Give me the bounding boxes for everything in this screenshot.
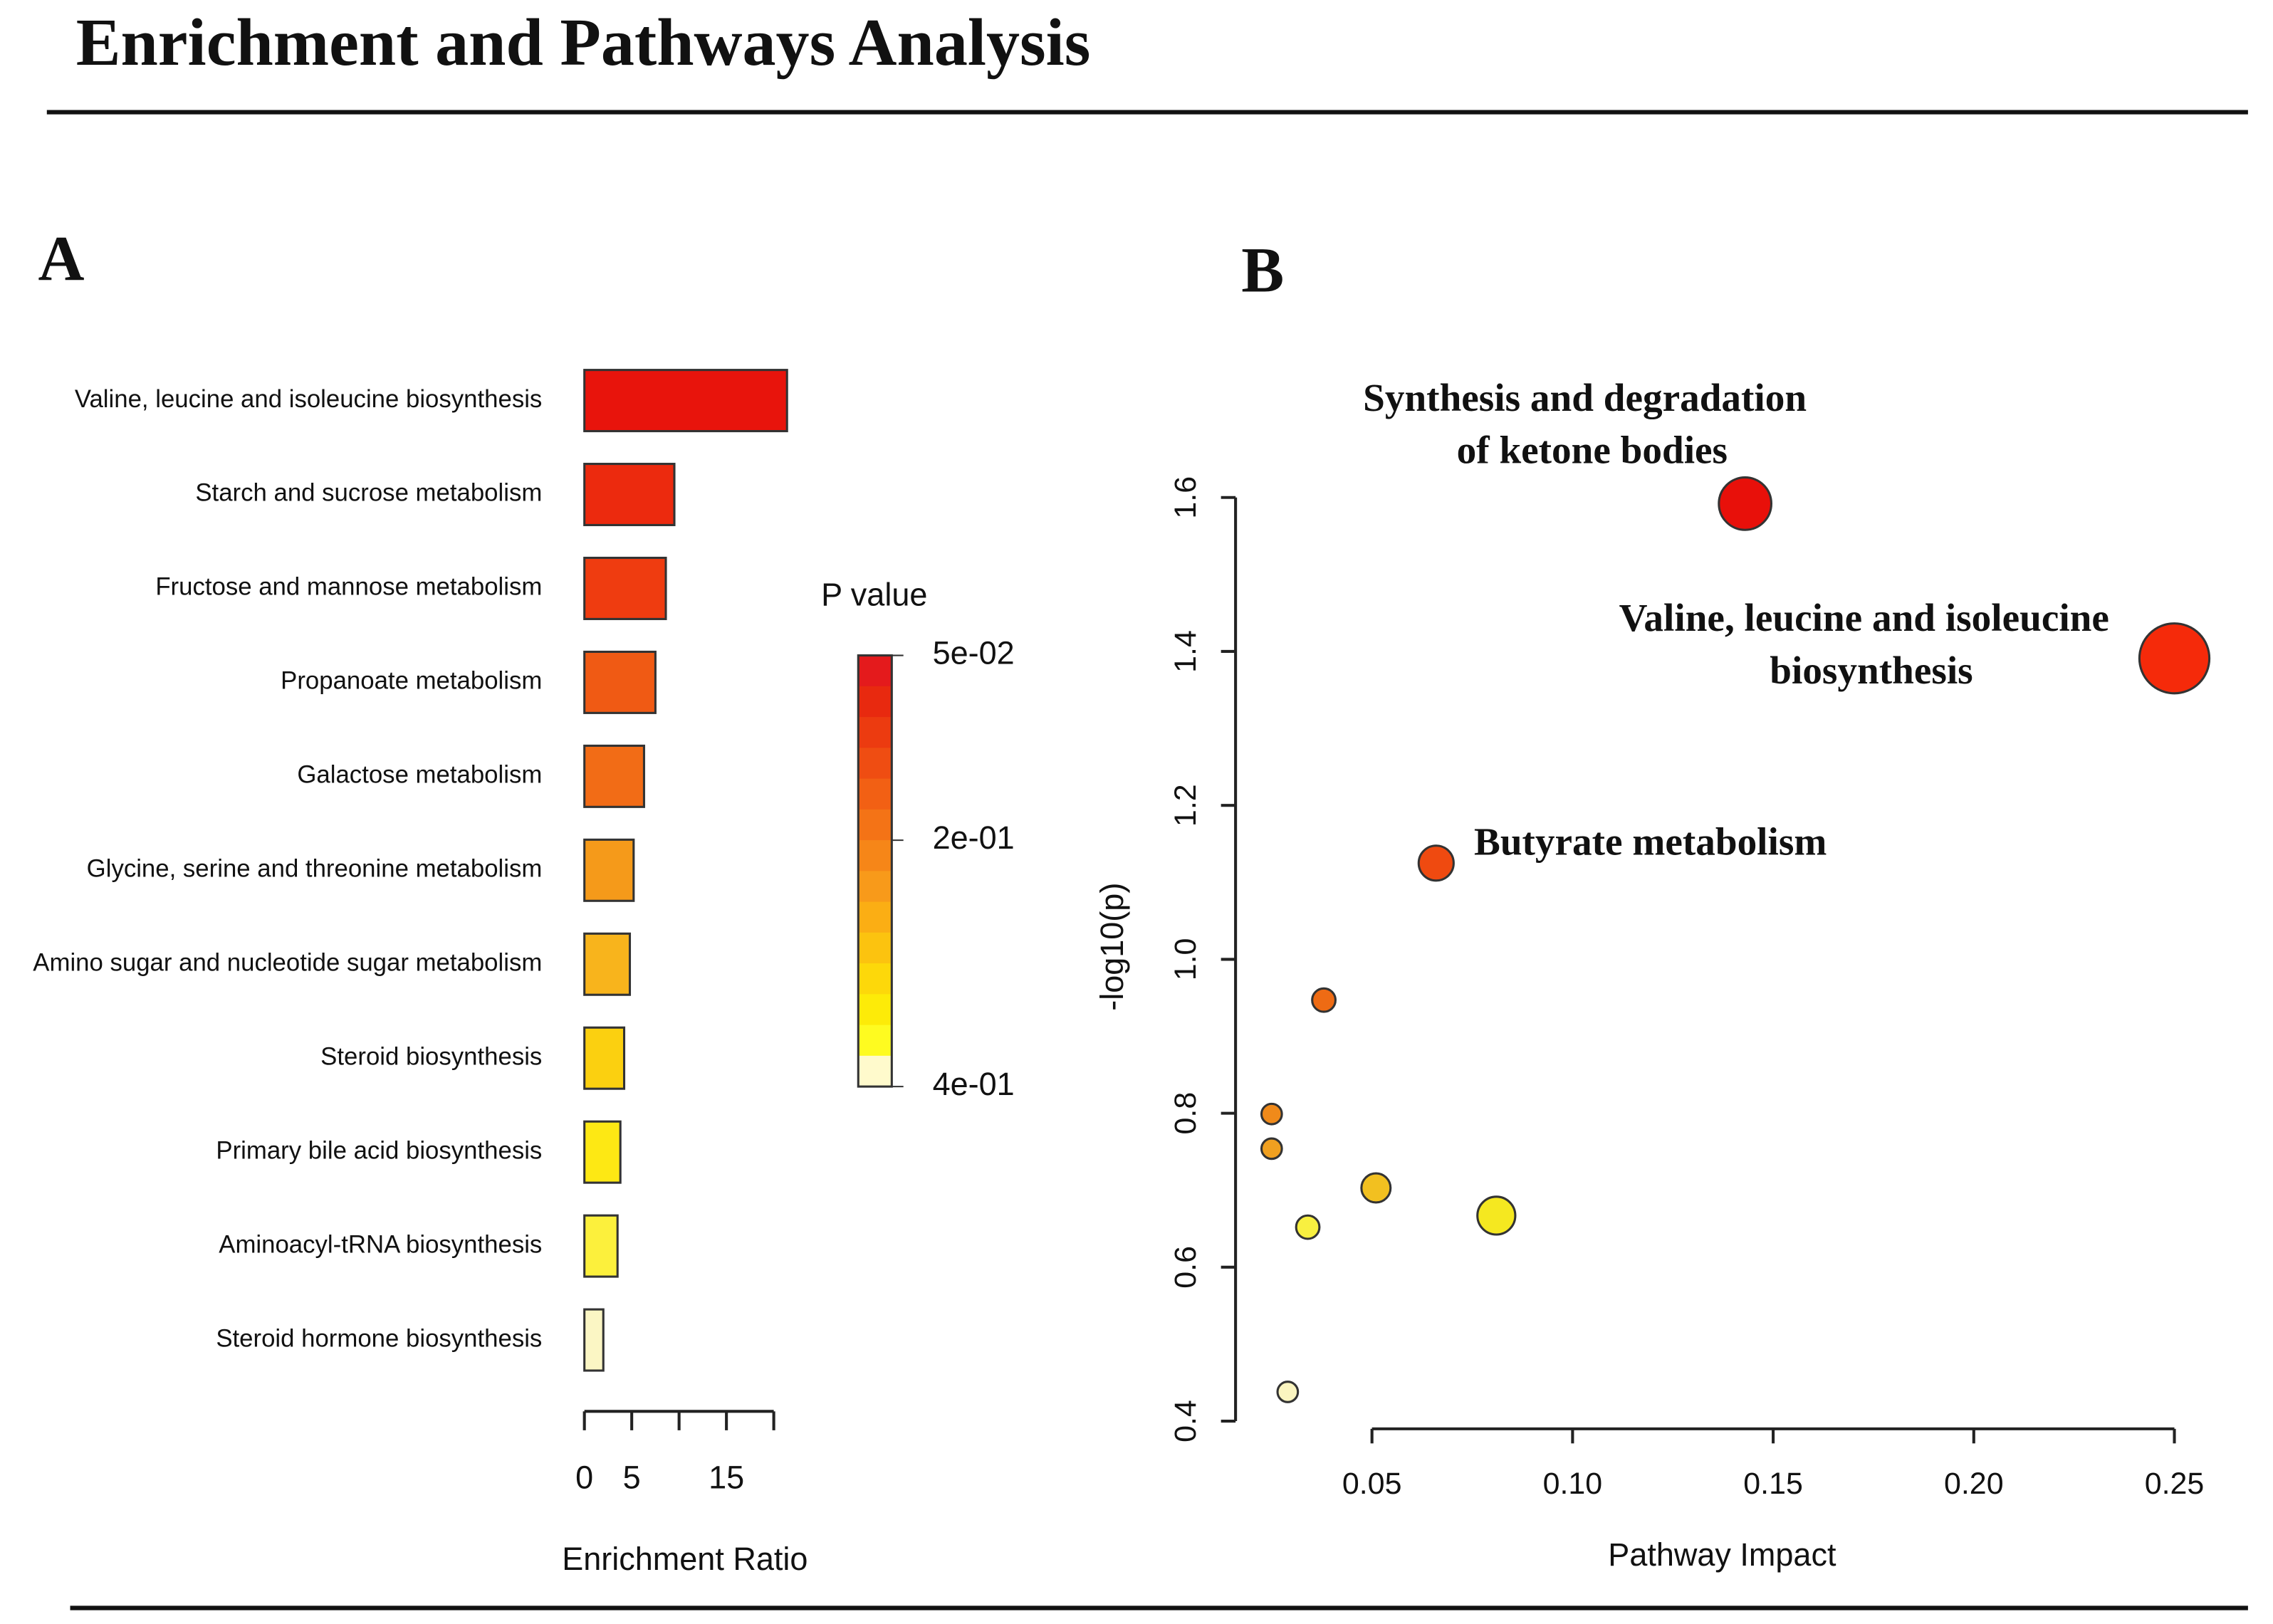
colorbar-segment <box>858 717 892 749</box>
category-label: Steroid biosynthesis <box>320 1043 542 1070</box>
colorbar-tick-label: 4e-01 <box>933 1066 1015 1102</box>
x-tick-label: 0 <box>575 1459 593 1495</box>
point-label: Butyrate metabolism <box>1474 819 1827 863</box>
point <box>1260 1137 1283 1161</box>
category-label: Primary bile acid biosynthesis <box>216 1137 542 1164</box>
point <box>1295 1214 1321 1240</box>
bar <box>583 1026 626 1090</box>
panel-label: A <box>38 224 85 294</box>
point <box>1311 987 1337 1013</box>
y-tick-label: 0.4 <box>1169 1400 1203 1442</box>
colorbar-segment <box>858 994 892 1026</box>
colorbar-segment <box>858 1025 892 1057</box>
x-tick-label: 15 <box>709 1459 744 1495</box>
x-axis-title: Enrichment Ratio <box>562 1541 808 1577</box>
point <box>1718 476 1773 531</box>
bar <box>583 744 645 808</box>
category-label: Valine, leucine and isoleucine biosynthe… <box>75 386 542 413</box>
x-tick-label: 0.25 <box>2145 1467 2205 1501</box>
colorbar-segment <box>858 748 892 780</box>
category-label: Aminoacyl-tRNA biosynthesis <box>219 1231 542 1258</box>
y-axis-title: -log10(p) <box>1094 883 1130 1011</box>
colorbar-segment <box>858 901 892 933</box>
colorbar-segment <box>858 655 892 687</box>
category-label: Galactose metabolism <box>297 762 542 789</box>
x-tick-label: 0.10 <box>1543 1467 1603 1501</box>
colorbar-segment <box>858 963 892 995</box>
bar <box>583 932 632 996</box>
point-label: of ketone bodies <box>1457 429 1728 472</box>
legend-title: P value <box>821 577 927 613</box>
x-tick-label: 5 <box>623 1459 641 1495</box>
category-label: Propanoate metabolism <box>281 668 542 695</box>
colorbar-segment <box>858 871 892 903</box>
bar <box>583 369 788 433</box>
point <box>1360 1172 1392 1204</box>
category-label: Glycine, serine and threonine metabolism <box>87 856 543 883</box>
panel-label: B <box>1241 235 1284 305</box>
colorbar-segment <box>858 809 892 842</box>
bar <box>583 650 657 714</box>
point <box>1260 1102 1283 1126</box>
bar <box>583 463 676 527</box>
colorbar-frame <box>857 654 893 1088</box>
bar <box>583 556 667 620</box>
colorbar-segment <box>858 1055 892 1088</box>
bar <box>583 1308 605 1372</box>
y-tick-label: 1.4 <box>1169 630 1203 673</box>
colorbar-segment <box>858 686 892 718</box>
point <box>1476 1195 1517 1236</box>
bar <box>583 838 635 902</box>
y-tick-label: 1.0 <box>1169 938 1203 981</box>
point-label: Synthesis and degradation <box>1363 376 1807 419</box>
colorbar-segment <box>858 778 892 810</box>
y-tick-label: 0.6 <box>1169 1246 1203 1289</box>
y-tick-label: 1.6 <box>1169 476 1203 519</box>
y-tick-label: 1.2 <box>1169 784 1203 827</box>
colorbar-segment <box>858 932 892 965</box>
point <box>2138 622 2211 695</box>
point <box>1417 844 1455 882</box>
bar <box>583 1120 622 1184</box>
point-label: biosynthesis <box>1770 649 1972 692</box>
x-tick-label: 0.20 <box>1944 1467 2004 1501</box>
colorbar-segment <box>858 840 892 872</box>
category-label: Amino sugar and nucleotide sugar metabol… <box>33 949 542 976</box>
x-axis-title: Pathway Impact <box>1608 1536 1836 1573</box>
y-tick-label: 0.8 <box>1169 1092 1203 1135</box>
x-tick-label: 0.15 <box>1743 1467 1803 1501</box>
page-title: Enrichment and Pathways Analysis <box>76 6 1091 80</box>
category-label: Steroid hormone biosynthesis <box>216 1325 542 1352</box>
category-label: Fructose and mannose metabolism <box>155 574 542 601</box>
category-label: Starch and sucrose metabolism <box>195 480 542 507</box>
point-label: Valine, leucine and isoleucine <box>1619 596 2109 639</box>
point <box>1276 1381 1300 1403</box>
colorbar-tick-label: 5e-02 <box>933 634 1015 671</box>
colorbar-tick-label: 2e-01 <box>933 819 1015 856</box>
x-tick-label: 0.05 <box>1342 1467 1402 1501</box>
bar <box>583 1214 619 1278</box>
